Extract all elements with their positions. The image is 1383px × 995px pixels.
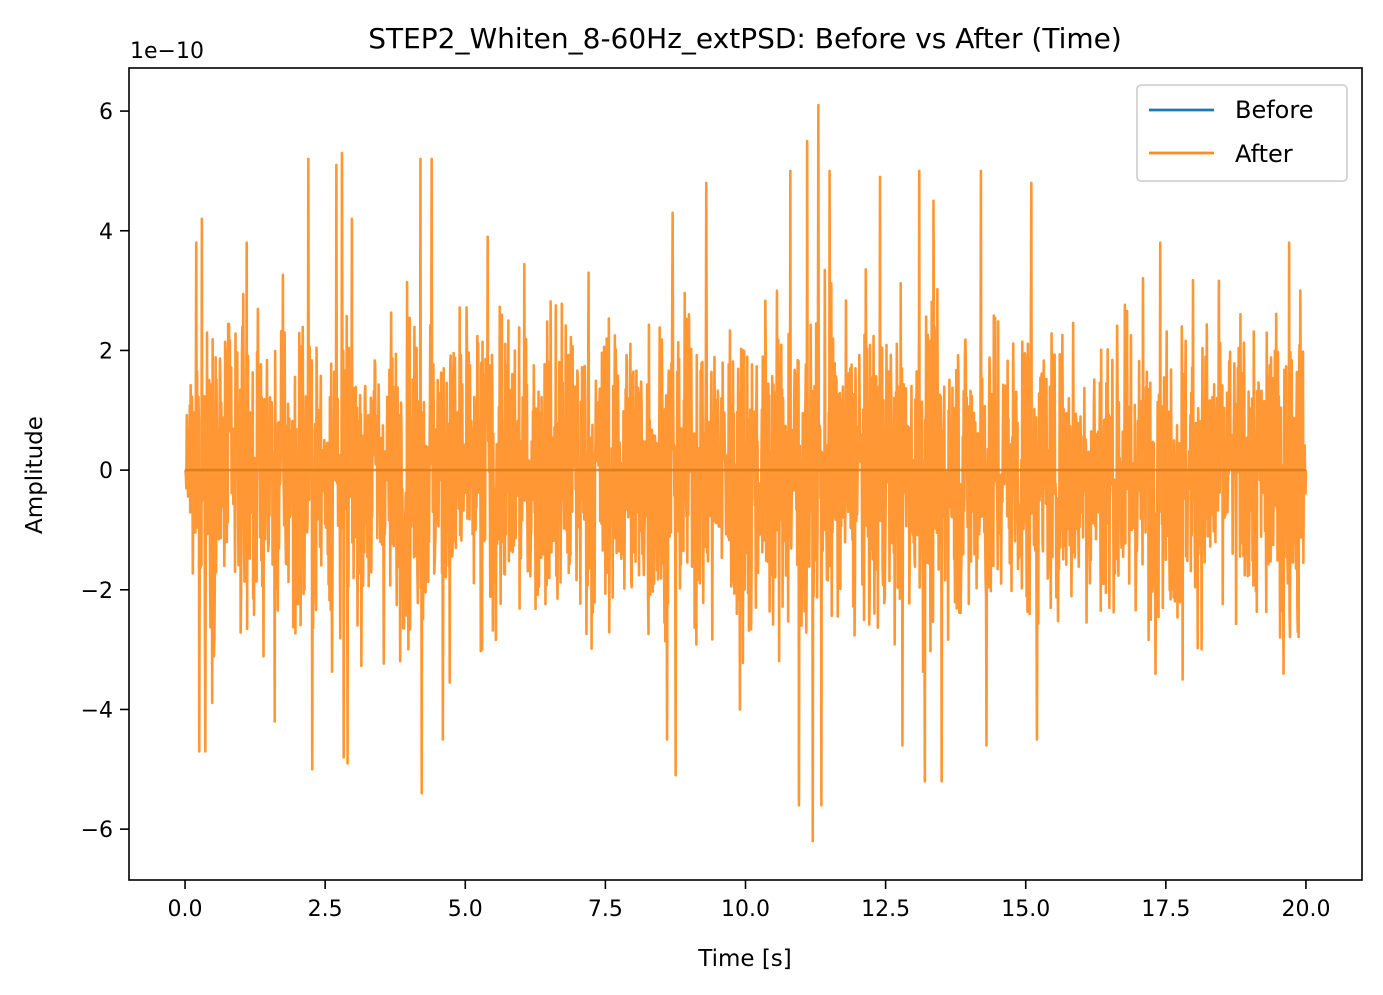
chart-title: STEP2_Whiten_8-60Hz_extPSD: Before vs Af… bbox=[368, 22, 1122, 55]
x-tick-label: 0.0 bbox=[168, 897, 203, 922]
series-layer bbox=[183, 103, 1308, 843]
y-offset-label: 1e−10 bbox=[130, 39, 204, 64]
legend-label-before: Before bbox=[1235, 96, 1313, 124]
x-tick-label: 17.5 bbox=[1141, 897, 1190, 922]
x-axis-label: Time [s] bbox=[697, 946, 792, 972]
y-axis-label: Amplitude bbox=[22, 416, 48, 534]
x-tick-label: 12.5 bbox=[861, 897, 910, 922]
y-axis: −6 −4 −2 0 2 4 6 bbox=[81, 100, 129, 843]
y-tick-label: 0 bbox=[99, 459, 113, 484]
x-tick-label: 7.5 bbox=[588, 897, 623, 922]
y-tick-label: 2 bbox=[99, 339, 113, 364]
x-tick-label: 10.0 bbox=[721, 897, 770, 922]
y-tick-label: −4 bbox=[81, 698, 113, 723]
y-tick-label: 6 bbox=[99, 100, 113, 125]
y-tick-label: −2 bbox=[81, 579, 113, 604]
y-tick-label: −6 bbox=[81, 818, 113, 843]
legend: Before After bbox=[1136, 84, 1348, 182]
y-tick-label: 4 bbox=[99, 220, 113, 245]
x-tick-label: 5.0 bbox=[448, 897, 483, 922]
x-tick-label: 15.0 bbox=[1001, 897, 1050, 922]
legend-label-after: After bbox=[1235, 140, 1293, 168]
x-axis: 0.0 2.5 5.0 7.5 10.0 12.5 15.0 17.5 20.0 bbox=[168, 880, 1330, 922]
x-tick-label: 2.5 bbox=[308, 897, 343, 922]
x-tick-label: 20.0 bbox=[1281, 897, 1330, 922]
series-line-after bbox=[183, 103, 1308, 843]
